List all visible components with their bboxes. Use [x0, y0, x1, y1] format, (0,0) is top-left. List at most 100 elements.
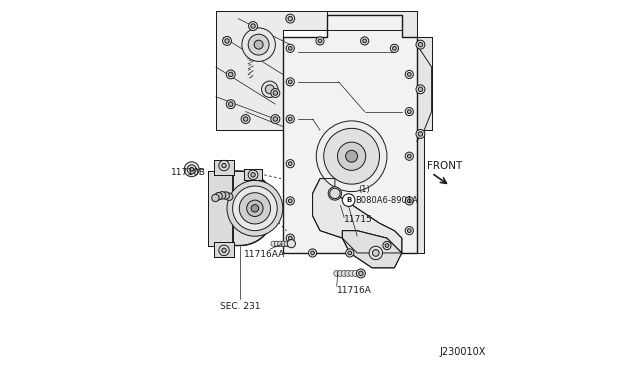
- Text: 11716AA: 11716AA: [244, 250, 285, 259]
- Polygon shape: [209, 171, 232, 246]
- Circle shape: [227, 180, 283, 236]
- Polygon shape: [232, 171, 275, 246]
- Circle shape: [289, 80, 292, 84]
- Circle shape: [286, 160, 294, 168]
- Circle shape: [408, 229, 411, 232]
- Circle shape: [392, 46, 396, 50]
- Text: B: B: [346, 197, 351, 203]
- Circle shape: [349, 270, 355, 276]
- Polygon shape: [244, 169, 262, 180]
- Polygon shape: [342, 231, 402, 268]
- Circle shape: [346, 150, 358, 162]
- Circle shape: [286, 14, 294, 23]
- Circle shape: [273, 117, 278, 121]
- Circle shape: [228, 102, 233, 106]
- Circle shape: [405, 152, 413, 160]
- Circle shape: [286, 234, 294, 242]
- Circle shape: [286, 115, 294, 123]
- Circle shape: [222, 248, 227, 253]
- Circle shape: [271, 89, 280, 97]
- Circle shape: [275, 241, 280, 246]
- Circle shape: [286, 78, 294, 86]
- Circle shape: [281, 241, 286, 246]
- Circle shape: [316, 121, 387, 192]
- Circle shape: [289, 46, 292, 50]
- Circle shape: [358, 271, 363, 276]
- Circle shape: [418, 42, 422, 47]
- Circle shape: [241, 115, 250, 124]
- Circle shape: [289, 117, 292, 121]
- Polygon shape: [283, 15, 417, 253]
- Circle shape: [212, 194, 219, 202]
- Circle shape: [286, 44, 294, 52]
- Circle shape: [225, 193, 233, 201]
- Circle shape: [416, 40, 425, 49]
- Circle shape: [408, 73, 411, 76]
- Text: B080A6-8901A: B080A6-8901A: [355, 196, 418, 205]
- Circle shape: [251, 24, 255, 28]
- Circle shape: [416, 129, 425, 138]
- Circle shape: [222, 163, 227, 168]
- Circle shape: [316, 37, 324, 45]
- Polygon shape: [417, 37, 431, 253]
- Circle shape: [223, 36, 232, 45]
- Circle shape: [248, 170, 258, 180]
- Circle shape: [310, 251, 314, 255]
- Circle shape: [271, 115, 280, 124]
- Circle shape: [318, 39, 322, 43]
- Circle shape: [330, 188, 340, 199]
- Circle shape: [288, 16, 292, 21]
- Circle shape: [408, 199, 411, 203]
- Circle shape: [287, 240, 296, 248]
- Circle shape: [254, 40, 263, 49]
- Circle shape: [308, 249, 317, 257]
- Text: (1): (1): [358, 185, 370, 194]
- Text: 11710B: 11710B: [170, 169, 205, 177]
- Circle shape: [345, 270, 351, 276]
- Circle shape: [286, 197, 294, 205]
- Circle shape: [243, 117, 248, 121]
- Circle shape: [353, 270, 358, 276]
- Circle shape: [251, 205, 259, 212]
- Circle shape: [248, 34, 269, 55]
- Circle shape: [227, 100, 235, 109]
- Circle shape: [372, 250, 379, 256]
- Circle shape: [242, 28, 275, 61]
- Circle shape: [219, 160, 229, 171]
- Circle shape: [405, 227, 413, 235]
- Circle shape: [187, 165, 196, 174]
- Circle shape: [334, 270, 340, 276]
- Text: FRONT: FRONT: [427, 161, 462, 170]
- Circle shape: [228, 72, 233, 77]
- Circle shape: [405, 108, 413, 116]
- Circle shape: [328, 187, 342, 200]
- Polygon shape: [214, 242, 234, 257]
- Circle shape: [218, 192, 226, 199]
- Circle shape: [239, 193, 271, 224]
- Circle shape: [278, 241, 283, 246]
- Circle shape: [418, 132, 422, 136]
- Circle shape: [184, 162, 199, 177]
- Circle shape: [246, 200, 263, 217]
- Polygon shape: [328, 11, 417, 37]
- Circle shape: [360, 37, 369, 45]
- Circle shape: [227, 70, 235, 79]
- Text: SEC. 231: SEC. 231: [220, 302, 260, 311]
- Circle shape: [284, 241, 289, 246]
- Circle shape: [341, 270, 347, 276]
- Circle shape: [251, 173, 255, 177]
- Circle shape: [289, 236, 292, 240]
- Circle shape: [348, 251, 351, 255]
- Circle shape: [405, 197, 413, 205]
- Circle shape: [363, 39, 367, 43]
- Circle shape: [337, 270, 344, 276]
- Circle shape: [385, 244, 389, 247]
- Circle shape: [383, 241, 391, 250]
- Circle shape: [390, 44, 399, 52]
- Polygon shape: [312, 179, 402, 253]
- Circle shape: [222, 192, 230, 199]
- Circle shape: [369, 246, 383, 260]
- Circle shape: [332, 190, 338, 197]
- Circle shape: [271, 241, 276, 246]
- Polygon shape: [216, 11, 328, 130]
